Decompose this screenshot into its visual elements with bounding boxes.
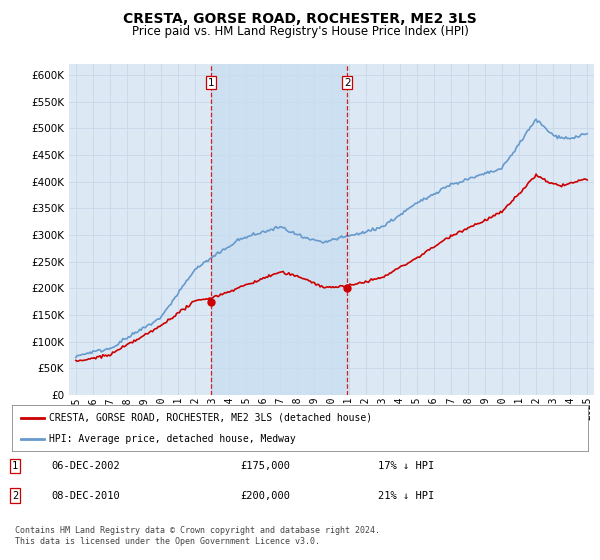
Text: 21% ↓ HPI: 21% ↓ HPI [378, 491, 434, 501]
Text: £200,000: £200,000 [240, 491, 290, 501]
Text: 2: 2 [12, 491, 18, 501]
Bar [211, 64, 347, 395]
Text: 2: 2 [344, 78, 350, 87]
Text: 17% ↓ HPI: 17% ↓ HPI [378, 461, 434, 471]
Text: CRESTA, GORSE ROAD, ROCHESTER, ME2 3LS: CRESTA, GORSE ROAD, ROCHESTER, ME2 3LS [123, 12, 477, 26]
Text: 1: 1 [12, 461, 18, 471]
Text: HPI: Average price, detached house, Medway: HPI: Average price, detached house, Medw… [49, 435, 296, 444]
Text: £175,000: £175,000 [240, 461, 290, 471]
Text: 08-DEC-2010: 08-DEC-2010 [51, 491, 120, 501]
Text: Price paid vs. HM Land Registry's House Price Index (HPI): Price paid vs. HM Land Registry's House … [131, 25, 469, 38]
Text: 06-DEC-2002: 06-DEC-2002 [51, 461, 120, 471]
Text: 1: 1 [208, 78, 214, 87]
Text: CRESTA, GORSE ROAD, ROCHESTER, ME2 3LS (detached house): CRESTA, GORSE ROAD, ROCHESTER, ME2 3LS (… [49, 413, 373, 423]
Text: Contains HM Land Registry data © Crown copyright and database right 2024.
This d: Contains HM Land Registry data © Crown c… [15, 526, 380, 546]
